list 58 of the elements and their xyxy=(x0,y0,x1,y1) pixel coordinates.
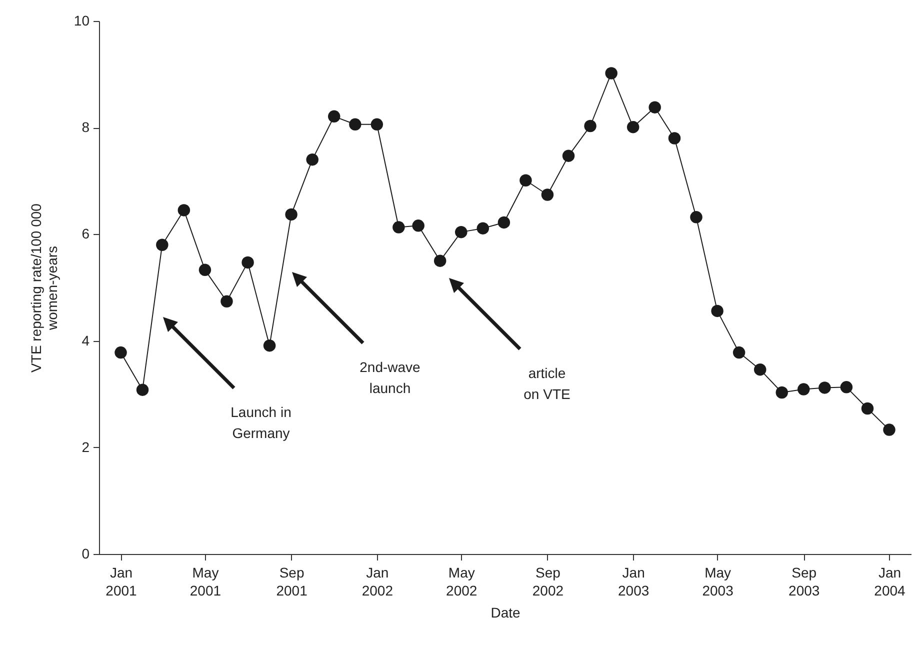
x-tick-label: May 2002 xyxy=(446,564,478,598)
point xyxy=(541,188,554,201)
y-tick-label: 6 xyxy=(82,226,90,242)
point xyxy=(690,211,702,224)
point xyxy=(242,256,254,269)
x-tick-label: Sep 2001 xyxy=(276,564,308,598)
point xyxy=(328,110,340,123)
y-tick-label: 4 xyxy=(82,332,90,348)
annotation: Launch in Germany xyxy=(230,404,292,441)
point xyxy=(883,424,896,436)
x-axis-title: Date xyxy=(490,604,520,620)
point xyxy=(306,153,318,166)
x-tick-label: Jan 2004 xyxy=(874,564,906,598)
point xyxy=(349,118,362,131)
point xyxy=(434,254,446,267)
point xyxy=(776,386,788,399)
point xyxy=(412,220,424,232)
point xyxy=(840,381,853,394)
point xyxy=(861,402,874,415)
point xyxy=(584,120,596,132)
point xyxy=(711,304,724,318)
x-tick-label: Jan 2002 xyxy=(362,564,394,598)
point xyxy=(648,101,661,114)
x-tick-label: Jan 2003 xyxy=(618,564,650,598)
y-axis-title: VTE reporting rate/100 000 women-years xyxy=(28,203,60,372)
point xyxy=(498,216,510,229)
annotation: article on VTE xyxy=(524,365,570,402)
point xyxy=(520,174,532,186)
x-tick-label: Sep 2003 xyxy=(788,564,820,598)
point xyxy=(220,295,233,308)
point xyxy=(626,120,640,134)
y-tick-label: 2 xyxy=(82,438,90,455)
point xyxy=(476,222,490,234)
point xyxy=(156,238,168,251)
x-tick-label: Sep 2002 xyxy=(532,564,564,598)
point xyxy=(562,150,575,162)
point xyxy=(605,67,618,80)
point xyxy=(732,346,746,359)
point xyxy=(285,208,298,221)
y-tick-label: 0 xyxy=(82,546,90,562)
x-tick-label: May 2001 xyxy=(190,564,222,598)
x-tick-label: May 2003 xyxy=(702,564,734,598)
point xyxy=(668,132,681,144)
x-tick-label: Jan 2001 xyxy=(106,564,138,598)
y-tick-label: 8 xyxy=(82,119,90,136)
point xyxy=(392,221,405,234)
point xyxy=(798,383,810,396)
point xyxy=(370,118,384,131)
point xyxy=(198,264,212,276)
point xyxy=(754,363,766,376)
point xyxy=(114,346,127,359)
y-tick-label: 10 xyxy=(74,12,90,28)
annotation: 2nd-wave launch xyxy=(360,359,421,396)
point xyxy=(263,339,276,352)
point xyxy=(136,384,149,396)
point xyxy=(818,382,831,394)
point xyxy=(455,226,468,238)
point xyxy=(178,204,190,216)
